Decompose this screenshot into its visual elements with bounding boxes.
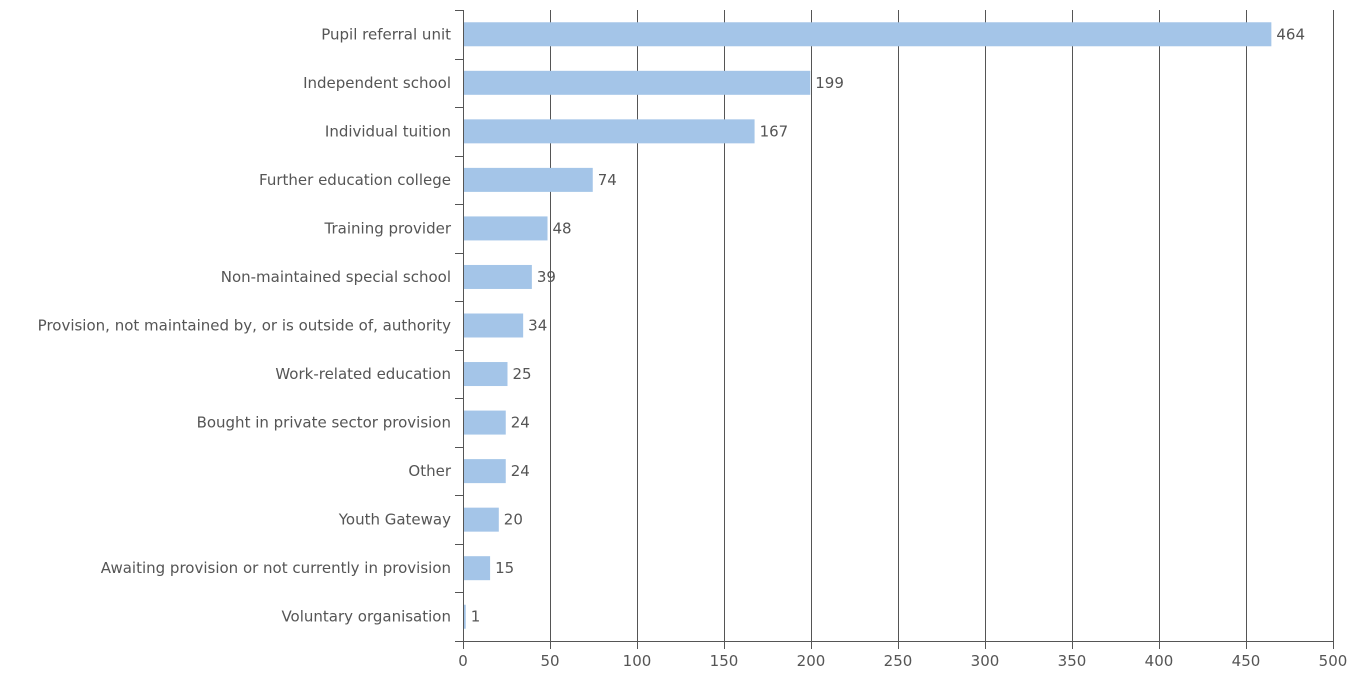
bar bbox=[464, 604, 466, 629]
category-label: Work-related education bbox=[275, 365, 451, 383]
category-label: Youth Gateway bbox=[338, 511, 451, 529]
x-tick-label: 0 bbox=[458, 652, 468, 670]
category-label: Awaiting provision or not currently in p… bbox=[101, 559, 451, 577]
x-tick-label: 400 bbox=[1145, 652, 1174, 670]
x-tick-label: 350 bbox=[1058, 652, 1087, 670]
bar bbox=[464, 167, 593, 192]
data-label: 15 bbox=[495, 559, 514, 577]
category-label: Other bbox=[408, 462, 451, 480]
labels: 0 50 100 150 200 250 300 350 400 450 500 Pupil refe… bbox=[38, 25, 1348, 670]
category-label: Provision, not maintained by, or is outs… bbox=[38, 317, 451, 335]
data-label: 48 bbox=[553, 219, 572, 237]
category-label: Independent school bbox=[303, 74, 451, 92]
bar bbox=[464, 70, 811, 95]
bar bbox=[464, 119, 755, 144]
axes bbox=[455, 10, 1334, 649]
category-label: Bought in private sector provision bbox=[197, 414, 451, 432]
bar bbox=[464, 216, 548, 241]
data-label: 199 bbox=[815, 74, 844, 92]
bar bbox=[464, 362, 508, 387]
bar bbox=[464, 556, 491, 581]
x-tick-label: 200 bbox=[797, 652, 826, 670]
bar bbox=[464, 410, 506, 435]
category-label: Individual tuition bbox=[325, 122, 451, 140]
data-label: 39 bbox=[537, 268, 556, 286]
bar bbox=[464, 507, 499, 532]
bar bbox=[464, 313, 524, 338]
category-label: Non-maintained special school bbox=[221, 268, 451, 286]
x-tick-label: 150 bbox=[710, 652, 739, 670]
bar bbox=[464, 264, 532, 289]
x-tick-label: 50 bbox=[540, 652, 559, 670]
bars bbox=[464, 22, 1272, 629]
category-label: Training provider bbox=[324, 219, 452, 237]
data-label: 74 bbox=[598, 171, 617, 189]
x-tick-label: 300 bbox=[971, 652, 1000, 670]
bar bbox=[464, 22, 1272, 47]
category-label: Pupil referral unit bbox=[321, 25, 451, 43]
x-tick-label: 250 bbox=[884, 652, 913, 670]
category-label: Further education college bbox=[259, 171, 451, 189]
gridlines bbox=[550, 10, 1334, 649]
data-label: 167 bbox=[760, 122, 789, 140]
data-label: 1 bbox=[471, 608, 481, 626]
category-label: Voluntary organisation bbox=[281, 608, 451, 626]
x-tick-label: 500 bbox=[1319, 652, 1348, 670]
data-label: 464 bbox=[1276, 25, 1305, 43]
data-label: 25 bbox=[513, 365, 532, 383]
x-tick-label: 100 bbox=[623, 652, 652, 670]
bar bbox=[464, 459, 506, 484]
x-tick-label: 450 bbox=[1232, 652, 1261, 670]
data-label: 24 bbox=[511, 414, 530, 432]
data-label: 20 bbox=[504, 511, 523, 529]
data-label: 24 bbox=[511, 462, 530, 480]
data-label: 34 bbox=[528, 317, 547, 335]
